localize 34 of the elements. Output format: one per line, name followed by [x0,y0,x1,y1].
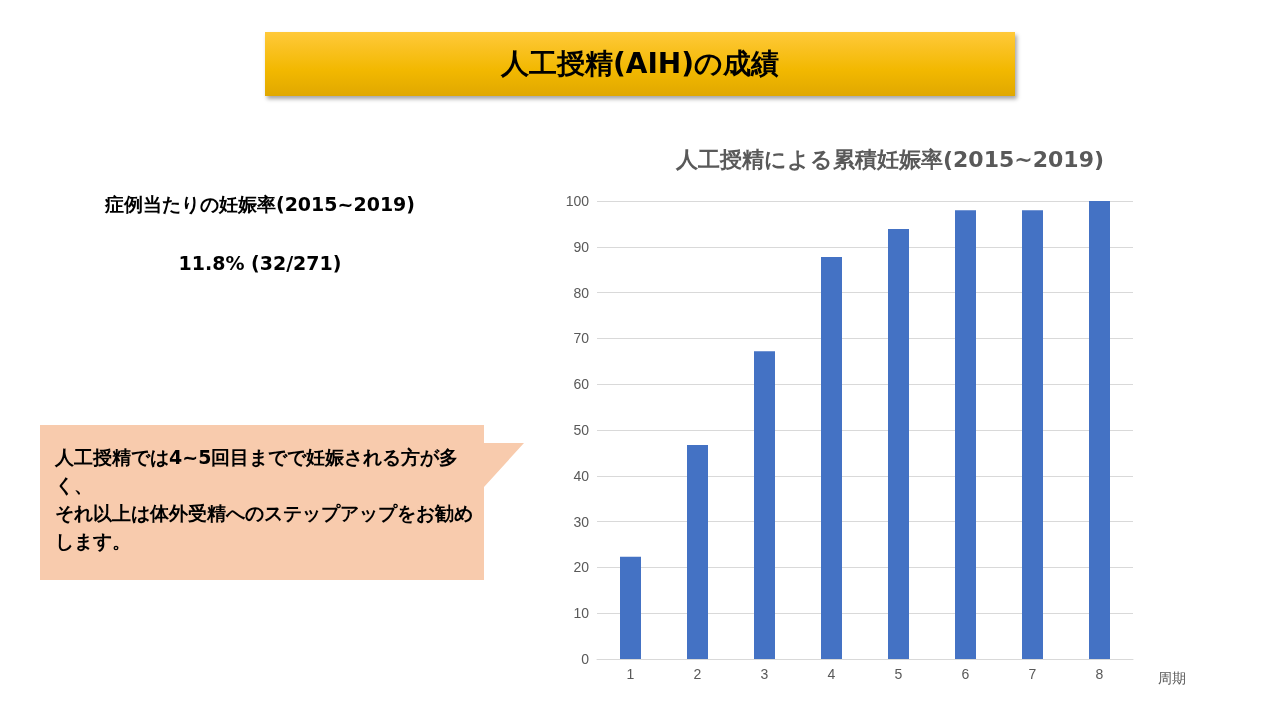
y-tick-label: 20 [573,559,590,576]
x-tick-label: 8 [1095,666,1104,682]
bar [821,256,842,659]
x-tick-label: 2 [693,666,702,682]
y-tick-label: 90 [573,238,590,255]
text: 人工授精では4~5回目までで妊娠される方が多く、 [55,445,460,498]
chart-subtitle: 人工授精による累積妊娠率(2015~2019) [674,146,1105,172]
bar [1022,210,1043,659]
y-tick-label: 10 [573,605,590,622]
bar [687,445,708,659]
bar [955,210,976,659]
x-tick-label: 5 [894,666,903,682]
text: 症例当たりの妊娠率(2015~2019) [103,192,417,217]
bar [754,351,775,659]
y-tick-label: 50 [573,422,590,438]
x-tick-label: 1 [626,666,635,682]
bar [888,228,909,659]
chart-title: 人工授精(AIH)の成績 [265,32,1015,96]
y-tick-label: 30 [573,513,590,530]
x-tick-label: 3 [760,666,769,682]
x-tick-label: 7 [1028,666,1037,682]
y-tick-label: 80 [573,284,590,301]
y-tick-label: 100 [565,193,590,209]
x-tick-label: 6 [961,666,970,682]
bar [1089,201,1110,659]
x-axis-title: 周期 [1158,670,1186,686]
bar [620,556,641,659]
y-tick-label: 0 [581,651,590,667]
y-tick-label: 60 [573,376,590,393]
y-tick-label: 40 [573,467,590,484]
text: 11.8% (32/271) [177,252,343,274]
x-tick-label: 4 [827,666,836,682]
y-tick-label: 70 [573,330,590,347]
text: それ以上は体外受精へのステップアップをお勧めします。 [55,501,474,554]
